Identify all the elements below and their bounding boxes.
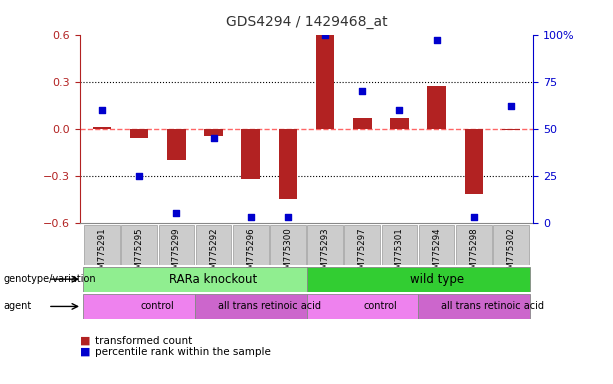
Point (357, 88, 367, 94)
Text: GSM775291: GSM775291 (97, 227, 107, 280)
Bar (390, 118, 409, 129)
Bar (279, 129, 297, 199)
Text: GSM775295: GSM775295 (135, 227, 143, 280)
Bar (501, 129, 520, 130)
Point (134, 173, 144, 179)
FancyBboxPatch shape (159, 225, 194, 265)
FancyBboxPatch shape (306, 294, 418, 319)
Point (506, 103, 516, 109)
Bar (204, 129, 223, 136)
Text: GSM775301: GSM775301 (395, 227, 404, 280)
Text: control: control (364, 301, 398, 311)
FancyBboxPatch shape (493, 225, 529, 265)
Text: GSM775292: GSM775292 (209, 227, 218, 280)
Text: all trans retinoic acid: all trans retinoic acid (218, 301, 321, 311)
Text: RARa knockout: RARa knockout (169, 273, 257, 286)
FancyBboxPatch shape (196, 225, 231, 265)
Text: genotype/variation: genotype/variation (3, 274, 96, 284)
Point (172, 210, 181, 217)
Point (246, 214, 256, 220)
Point (97, 107, 107, 113)
Text: GSM775300: GSM775300 (283, 227, 292, 280)
FancyBboxPatch shape (419, 225, 454, 265)
Text: all trans retinoic acid: all trans retinoic acid (441, 301, 544, 311)
FancyBboxPatch shape (84, 225, 120, 265)
Point (283, 214, 293, 220)
Text: GDS4294 / 1429468_at: GDS4294 / 1429468_at (226, 15, 387, 29)
Text: GSM775297: GSM775297 (358, 227, 367, 280)
Text: GSM775293: GSM775293 (321, 227, 330, 280)
Bar (316, 35, 334, 129)
Point (432, 37, 441, 43)
FancyBboxPatch shape (382, 225, 417, 265)
FancyBboxPatch shape (233, 225, 268, 265)
FancyBboxPatch shape (307, 225, 343, 265)
Bar (130, 129, 148, 138)
Bar (427, 86, 446, 129)
Point (395, 107, 405, 113)
FancyBboxPatch shape (345, 225, 380, 265)
Text: GSM775298: GSM775298 (470, 227, 478, 280)
Text: GSM775299: GSM775299 (172, 227, 181, 280)
Text: ■: ■ (80, 347, 90, 357)
Bar (465, 129, 483, 195)
Text: percentile rank within the sample: percentile rank within the sample (95, 347, 271, 357)
Text: control: control (141, 301, 175, 311)
Bar (167, 129, 186, 160)
Bar (242, 129, 260, 179)
FancyBboxPatch shape (306, 266, 530, 292)
FancyBboxPatch shape (418, 294, 530, 319)
FancyBboxPatch shape (456, 225, 492, 265)
Text: transformed count: transformed count (95, 336, 192, 346)
Text: GSM775302: GSM775302 (506, 227, 516, 280)
Point (320, 31, 330, 38)
Bar (93, 127, 112, 129)
FancyBboxPatch shape (270, 225, 306, 265)
Point (469, 214, 479, 220)
FancyBboxPatch shape (195, 294, 306, 319)
FancyBboxPatch shape (121, 225, 157, 265)
Text: wild type: wild type (409, 273, 463, 286)
Bar (353, 118, 371, 129)
Point (208, 135, 218, 141)
FancyBboxPatch shape (83, 266, 306, 292)
Text: agent: agent (3, 301, 31, 311)
FancyBboxPatch shape (83, 294, 195, 319)
Text: ■: ■ (80, 336, 90, 346)
Text: GSM775294: GSM775294 (432, 227, 441, 280)
Text: GSM775296: GSM775296 (246, 227, 255, 280)
